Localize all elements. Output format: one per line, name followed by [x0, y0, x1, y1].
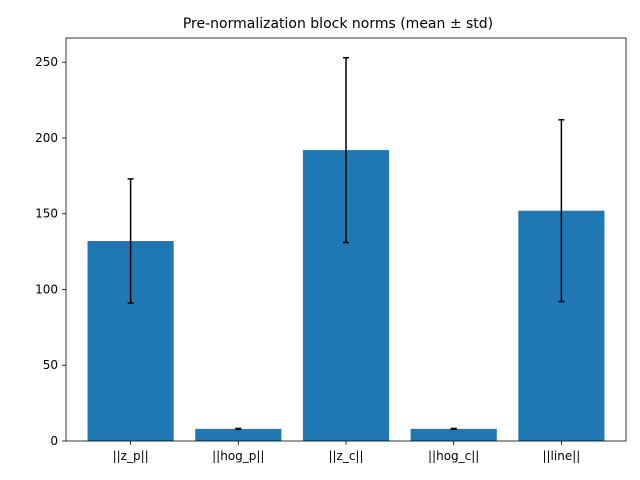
bar	[195, 428, 282, 441]
y-tick-label: 200	[35, 131, 58, 145]
bar	[410, 428, 497, 441]
plot-area: ||z_p|| ||hog_p|| ||z_c|| ||hog_c|| ||line||…	[35, 37, 627, 463]
x-tick-label: ||z_c||	[328, 449, 363, 463]
x-tick-label: ||hog_c||	[428, 449, 479, 463]
y-tick-label: 150	[35, 207, 58, 221]
x-tick-label: ||z_p||	[113, 449, 149, 463]
x-tick-label: ||line||	[542, 449, 580, 463]
y-tick-label: 100	[35, 282, 58, 296]
y-tick-label: 250	[35, 55, 58, 69]
y-tick-label: 50	[43, 358, 58, 372]
x-tick-label: ||hog_p||	[212, 449, 264, 463]
chart-title: Pre-normalization block norms (mean ± st…	[183, 16, 493, 32]
axes-frame	[65, 37, 627, 442]
y-tick-label: 0	[50, 434, 58, 448]
